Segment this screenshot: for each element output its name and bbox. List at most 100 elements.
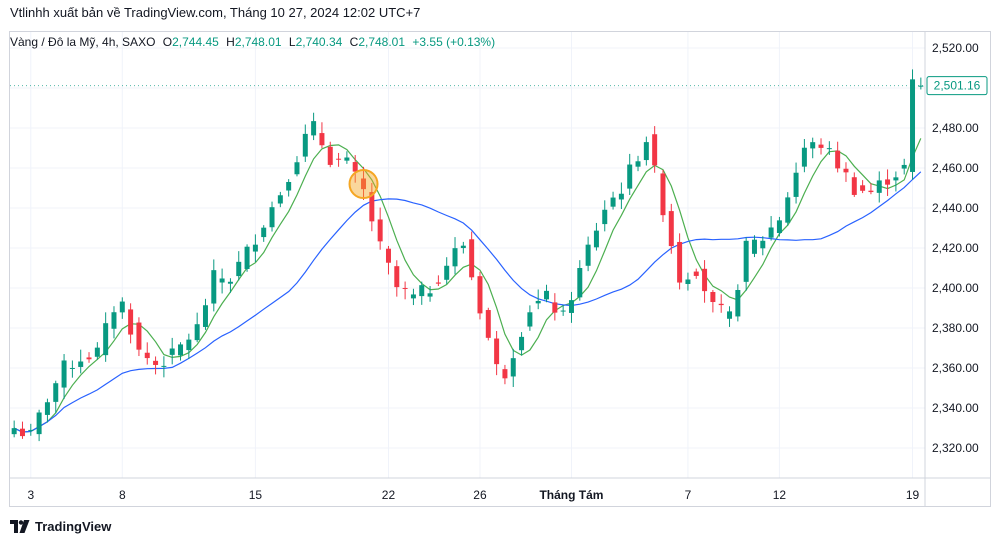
x-tick-label: 7 xyxy=(685,488,692,502)
candle xyxy=(294,156,300,177)
candle-body xyxy=(452,248,458,267)
candle xyxy=(685,272,691,291)
candle-body xyxy=(144,352,150,359)
candle xyxy=(860,180,866,194)
candle-body xyxy=(435,282,441,284)
candle xyxy=(344,151,350,164)
candle xyxy=(169,337,175,365)
candle xyxy=(460,241,466,254)
candle xyxy=(469,231,475,281)
candle-body xyxy=(244,246,250,269)
candle-body xyxy=(111,312,117,329)
candle-body xyxy=(277,195,283,204)
x-tick-label: 22 xyxy=(382,488,396,502)
candle-body xyxy=(128,309,134,335)
candle-body xyxy=(885,179,891,185)
candle xyxy=(718,294,724,313)
candle xyxy=(544,284,550,303)
candle-body xyxy=(53,383,59,402)
candle xyxy=(69,360,75,378)
candle-body xyxy=(444,265,450,280)
candle xyxy=(610,191,616,210)
x-tick-label: 19 xyxy=(906,488,920,502)
candle-body xyxy=(69,367,75,369)
moving-average-line-5 xyxy=(13,138,922,433)
candle-body xyxy=(19,428,25,437)
y-tick-label: 2,340.00 xyxy=(932,401,979,415)
low-label: L xyxy=(288,35,296,49)
candle xyxy=(410,288,416,306)
candle-body xyxy=(194,324,200,341)
candle xyxy=(643,136,649,166)
tradingview-footer[interactable]: TradingView xyxy=(10,519,111,534)
candle xyxy=(868,183,874,195)
x-tick-label: 3 xyxy=(27,488,34,502)
candle xyxy=(502,364,508,385)
candle-body xyxy=(161,365,167,367)
candle xyxy=(627,153,633,196)
candle-body xyxy=(510,358,516,377)
candle-body xyxy=(169,348,175,355)
candle-body xyxy=(801,147,807,167)
candle-body xyxy=(660,173,666,216)
candle-body xyxy=(502,369,508,379)
candle-body xyxy=(702,268,708,292)
candle xyxy=(585,236,591,272)
candle xyxy=(494,330,500,376)
candle-body xyxy=(410,294,416,299)
candle-body xyxy=(585,244,591,266)
candle-body xyxy=(319,133,325,146)
candle-body xyxy=(918,85,924,87)
candle-body xyxy=(876,180,882,193)
candle xyxy=(452,237,458,275)
candle-body xyxy=(261,227,267,238)
candle xyxy=(336,152,342,167)
candle xyxy=(485,307,491,341)
highlight-circle-marker xyxy=(348,169,379,199)
y-tick-label: 2,400.00 xyxy=(932,281,979,295)
candle xyxy=(61,354,67,400)
candle xyxy=(910,69,916,180)
candle xyxy=(477,271,483,320)
y-tick-label: 2,420.00 xyxy=(932,241,979,255)
candle xyxy=(119,297,125,319)
candle xyxy=(28,423,34,436)
candle xyxy=(710,289,716,313)
candle-body xyxy=(361,178,367,190)
candle-body xyxy=(61,360,67,388)
candle-body xyxy=(560,310,566,312)
candle-body xyxy=(44,402,50,415)
candle xyxy=(319,122,325,149)
candle xyxy=(618,182,624,210)
candle-body xyxy=(36,412,42,435)
candle xyxy=(568,291,574,323)
candle xyxy=(652,126,658,173)
candle-body xyxy=(776,220,782,234)
candle xyxy=(211,259,217,312)
candle-body xyxy=(494,338,500,365)
candle xyxy=(893,171,899,192)
candle-body xyxy=(527,312,533,327)
candle-body xyxy=(685,279,691,284)
candle xyxy=(128,303,134,344)
candle-body xyxy=(336,158,342,160)
candle xyxy=(635,155,641,172)
candle xyxy=(751,235,757,258)
candle-body xyxy=(519,336,525,351)
candle-body xyxy=(868,190,874,193)
candle-body xyxy=(427,293,433,297)
candle xyxy=(78,349,84,374)
x-tick-label: 12 xyxy=(773,488,787,502)
candle-body xyxy=(843,168,849,173)
candle xyxy=(660,169,666,222)
candle xyxy=(111,306,117,339)
candle xyxy=(535,289,541,310)
candle xyxy=(727,306,733,327)
candle xyxy=(144,342,150,365)
low-value: 2,740.34 xyxy=(295,35,343,49)
y-tick-label: 2,460.00 xyxy=(932,161,979,175)
candle xyxy=(352,155,358,183)
candle xyxy=(103,312,109,362)
candle xyxy=(552,293,558,321)
